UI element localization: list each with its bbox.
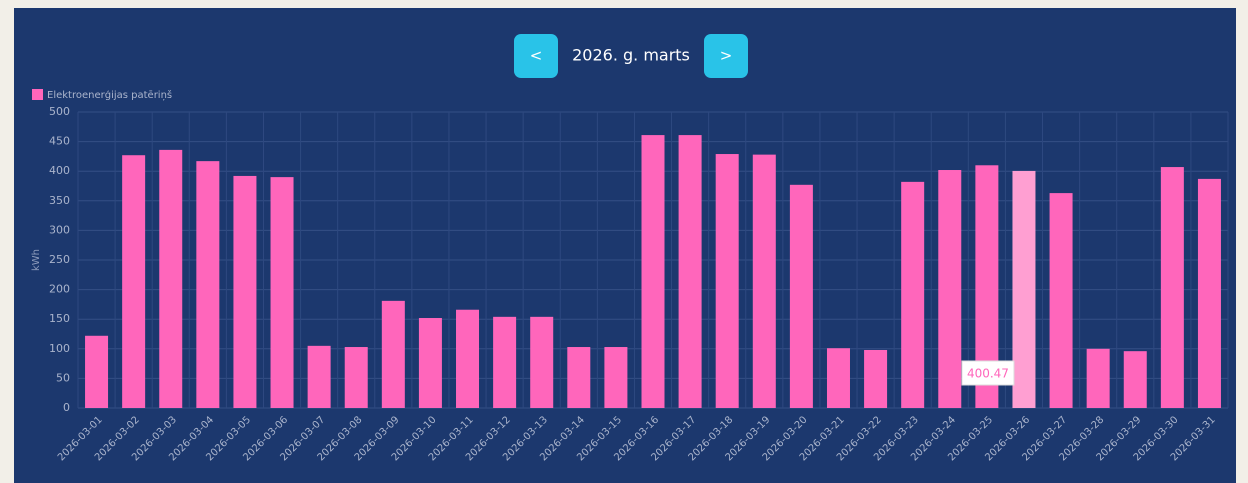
bar <box>530 316 554 408</box>
bar <box>381 300 405 408</box>
bar <box>1160 167 1184 408</box>
y-tick-label: 250 <box>49 253 70 266</box>
bar <box>678 135 702 408</box>
bar <box>233 175 257 408</box>
y-tick-label: 300 <box>49 223 70 236</box>
legend-label: Elektroenerģijas patēriņš <box>47 89 172 101</box>
y-tick-label: 500 <box>49 105 70 118</box>
tooltip-box <box>961 360 1015 386</box>
bar <box>641 135 665 408</box>
bar <box>975 165 999 408</box>
bar <box>1086 348 1110 408</box>
tooltip-value: 400.47 <box>967 367 1009 381</box>
bar <box>1049 193 1073 408</box>
bar <box>270 177 294 408</box>
y-tick-label: 50 <box>56 371 70 384</box>
bar <box>493 316 517 408</box>
y-tick-label: 450 <box>49 135 70 148</box>
bar <box>456 309 480 408</box>
bar <box>789 184 813 408</box>
bar <box>159 149 183 408</box>
bar <box>864 349 888 408</box>
bar <box>1197 178 1221 408</box>
bar <box>122 155 146 408</box>
y-tick-label: 200 <box>49 283 70 296</box>
y-tick-label: 0 <box>63 401 70 414</box>
next-button[interactable] <box>704 34 748 78</box>
y-tick-label: 150 <box>49 312 70 325</box>
bar <box>826 348 850 408</box>
bar <box>307 345 331 408</box>
y-tick-label: 400 <box>49 164 70 177</box>
y-tick-label: 100 <box>49 342 70 355</box>
bar <box>418 318 442 408</box>
bar <box>604 347 628 408</box>
y-axis-label: kWh <box>31 249 42 271</box>
bar <box>85 335 109 408</box>
prev-button[interactable] <box>514 34 558 78</box>
next-label[interactable]: > <box>720 47 733 65</box>
bar <box>1012 170 1036 408</box>
prev-label[interactable]: < <box>530 47 543 65</box>
legend-swatch <box>32 89 43 100</box>
bar <box>344 347 368 408</box>
bar <box>752 154 776 408</box>
bar <box>715 154 739 408</box>
bar <box>196 161 220 408</box>
bar <box>1123 351 1147 408</box>
bar <box>567 347 591 408</box>
bar <box>901 181 925 408</box>
month-title: 2026. g. marts <box>572 46 690 65</box>
bar <box>938 170 962 408</box>
y-tick-label: 350 <box>49 194 70 207</box>
